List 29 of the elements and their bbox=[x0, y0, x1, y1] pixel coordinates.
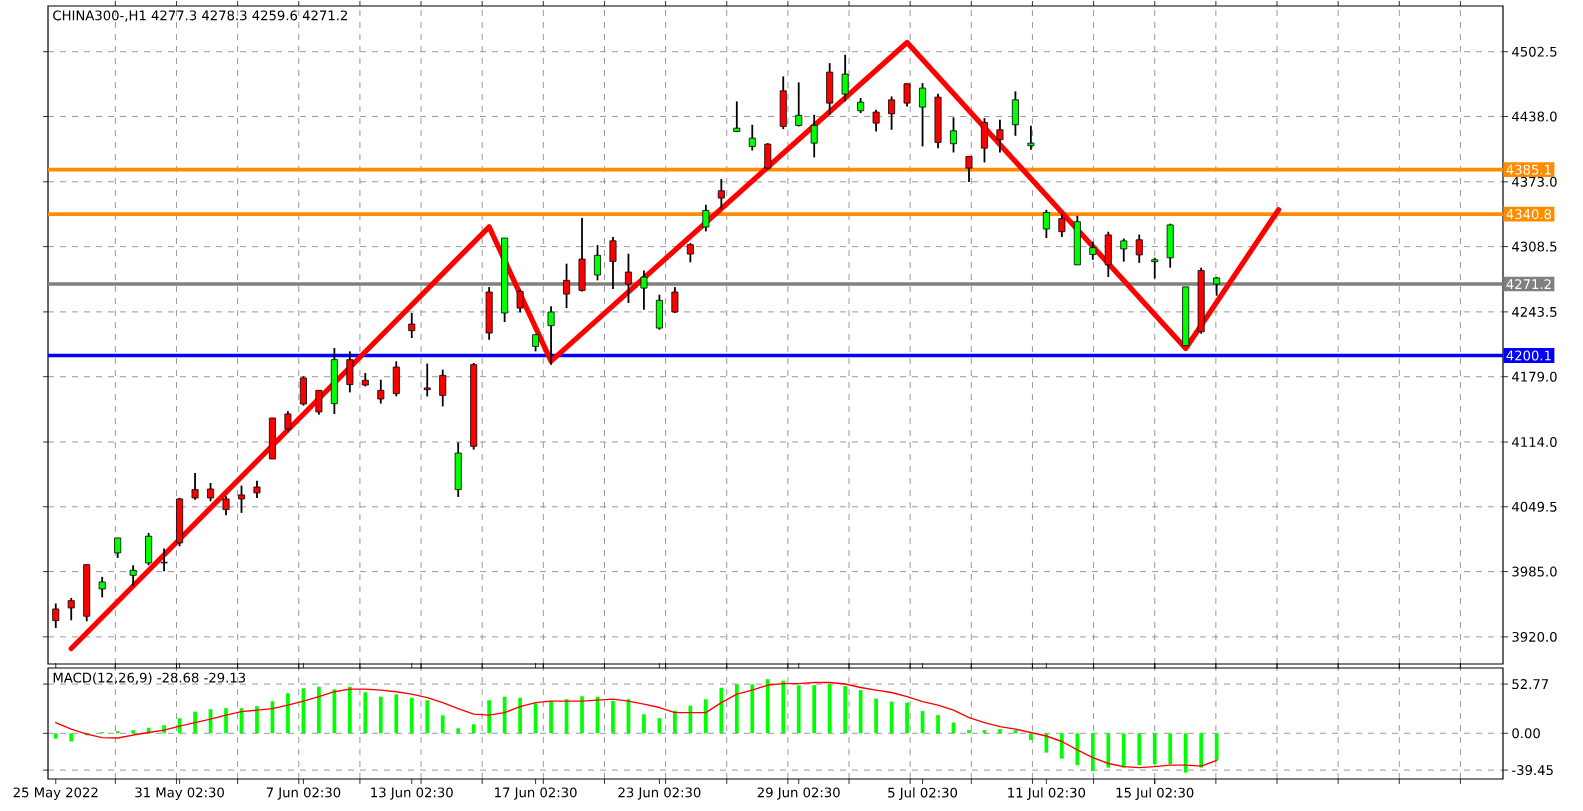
x-tick-label: 17 Jun 02:30 bbox=[495, 787, 577, 800]
x-tick-label: 29 Jun 02:30 bbox=[757, 787, 840, 800]
y-tick-label: 4438.0 bbox=[1512, 111, 1557, 122]
x-tick-label: 31 May 02:30 bbox=[135, 787, 224, 800]
y-tick-label: 4114.0 bbox=[1512, 437, 1557, 447]
y-tick-label: 4179.0 bbox=[1512, 371, 1557, 382]
x-tick-label: 11 Jul 02:30 bbox=[1008, 787, 1086, 801]
ref-line-label: 4200.1 bbox=[1506, 350, 1551, 361]
x-tick-label: 15 Jul 02:30 bbox=[1116, 787, 1194, 801]
ref-line-label: 4340.8 bbox=[1506, 209, 1552, 220]
y-tick-label: 4373.0 bbox=[1512, 176, 1557, 187]
chart-title: CHINA300-,H1 4277.3 4278.3 4259.6 4271.2 bbox=[53, 10, 347, 22]
ref-line-label: 4385.1 bbox=[1506, 164, 1551, 175]
x-tick-label: 23 Jun 02:30 bbox=[618, 787, 701, 800]
y-tick-label: 3920.0 bbox=[1512, 631, 1557, 642]
x-tick-label: 7 Jun 02:30 bbox=[266, 787, 341, 800]
y-tick-label: 3985.0 bbox=[1512, 566, 1557, 577]
y-tick-label: 0.00 bbox=[1512, 728, 1540, 739]
x-tick-label: 5 Jul 02:30 bbox=[888, 787, 958, 801]
chart-title: MACD(12,26,9) -28.68 -29.13 bbox=[53, 672, 246, 685]
ref-line-label: 4271.2 bbox=[1506, 279, 1551, 289]
y-tick-label: 4502.5 bbox=[1512, 46, 1557, 57]
x-tick-label: 13 Jun 02:30 bbox=[371, 787, 453, 800]
y-tick-label: 4308.5 bbox=[1512, 241, 1557, 252]
y-tick-label: -39.45 bbox=[1512, 765, 1553, 776]
x-tick-label: 25 May 2022 bbox=[13, 787, 98, 800]
y-tick-label: 4049.5 bbox=[1512, 501, 1557, 512]
y-tick-label: 4243.5 bbox=[1512, 306, 1557, 317]
y-tick-label: 52.77 bbox=[1512, 679, 1549, 690]
